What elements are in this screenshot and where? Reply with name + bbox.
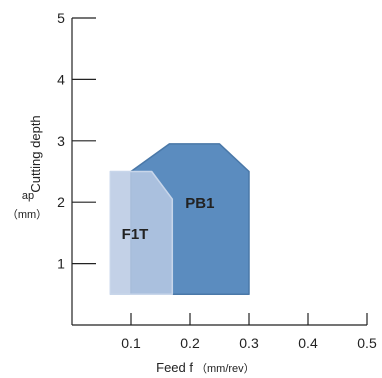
- x-axis-title: Feed f: [156, 360, 193, 375]
- y-axis-title: Cutting depth: [28, 115, 43, 192]
- y-axis-unit-symbol: ap: [22, 190, 34, 202]
- regions-layer: [109, 143, 250, 296]
- x-tick-label: 0.4: [298, 335, 318, 351]
- ticks-layer: 0.1 0.2 0.3 0.4 0.5 1 2 3 4 5: [57, 10, 377, 351]
- y-tick-label: 1: [57, 256, 65, 272]
- x-tick-label: 0.1: [121, 335, 141, 351]
- y-tick-label: 5: [57, 10, 65, 26]
- y-tick-label: 3: [57, 133, 65, 149]
- region-label-f1t: F1T: [122, 226, 149, 243]
- y-tick-label: 4: [57, 71, 65, 87]
- region-label-pb1: PB1: [185, 195, 214, 212]
- x-tick-label: 0.2: [180, 335, 200, 351]
- region-labels: PB1 F1T: [122, 195, 215, 243]
- x-tick-label: 0.5: [357, 335, 377, 351]
- x-tick-label: 0.3: [239, 335, 259, 351]
- axes: [71, 18, 367, 326]
- y-tick-label: 2: [57, 194, 65, 210]
- x-axis-unit: （mm/rev）: [196, 362, 255, 375]
- y-axis-unit: （mm）: [7, 208, 47, 221]
- region-f1t: [109, 170, 174, 296]
